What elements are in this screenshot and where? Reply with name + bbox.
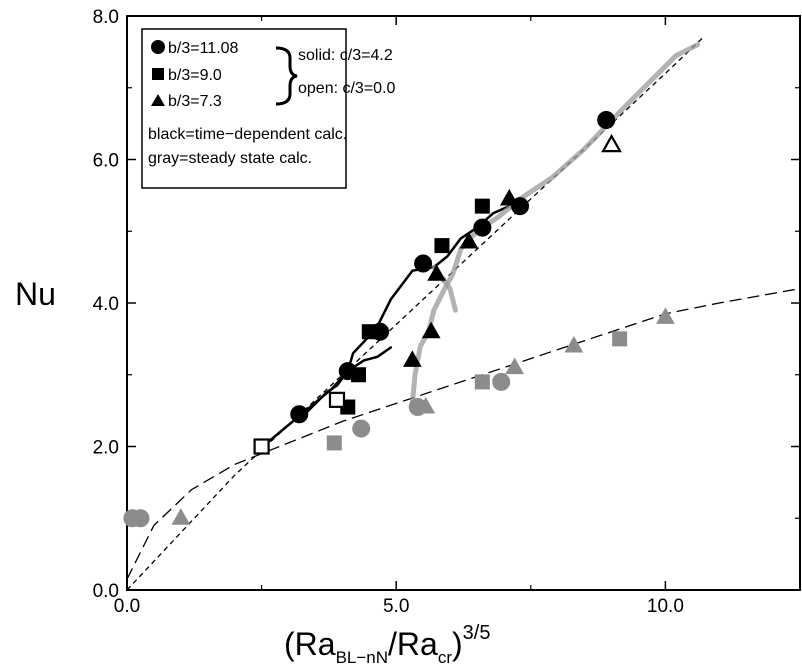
gray-solid-square-point xyxy=(612,331,628,347)
points-layer xyxy=(123,111,675,528)
black-solid-square-point xyxy=(361,324,377,340)
black-solid-triangle-point xyxy=(459,231,479,249)
x-tick-label: 5.0 xyxy=(383,596,409,617)
black-solid-triangle-point xyxy=(499,188,519,206)
legend-circle-label: b/3=11.08 xyxy=(168,40,239,57)
ticks-layer: 0.0 5.0 10.0 0.0 2.0 4.0 6.0 8.0 xyxy=(93,7,800,617)
gray-solid-circle-point xyxy=(352,419,371,438)
legend-square-marker xyxy=(152,68,164,80)
x-axis-title-sup: 3/5 xyxy=(463,622,491,644)
x-axis-title-sub2: cr xyxy=(438,648,453,667)
legend-box xyxy=(141,28,347,189)
legend: b/3=11.08 b/3=9.0 b/3=7.3 solid: c/3=4.2… xyxy=(141,28,396,189)
gray-solid-triangle-point xyxy=(416,397,436,414)
gray-solid-circle-point xyxy=(131,509,150,528)
y-axis-title: Nu xyxy=(15,276,56,312)
gray-solid-triangle-point xyxy=(656,307,675,324)
black-solid-square-point xyxy=(351,367,367,383)
y-tick-label: 4.0 xyxy=(93,294,119,315)
x-axis-title-mid: /Ra xyxy=(388,626,438,662)
gray-solid-triangle-point xyxy=(171,508,191,525)
legend-square-label: b/3=9.0 xyxy=(168,67,222,84)
black-solid-circle-point xyxy=(290,405,309,424)
gray-steady-state-trace xyxy=(409,42,701,406)
gray-solid-triangle-point xyxy=(564,336,584,353)
black-open-square-point xyxy=(328,391,346,408)
y-tick-label: 6.0 xyxy=(93,151,119,172)
x-axis-title: (RaBL−nN/Racr)3/5 xyxy=(284,622,490,667)
black-open-triangle-point xyxy=(601,133,622,153)
x-tick-label: 0.0 xyxy=(114,596,140,617)
long-dash-fit-curve xyxy=(127,287,800,580)
legend-triangle-label: b/3=7.3 xyxy=(168,93,222,110)
black-solid-circle-point xyxy=(414,254,433,273)
gray-solid-circle-point xyxy=(492,372,511,391)
black-solid-circle-point xyxy=(473,218,492,237)
black-open-square-point xyxy=(253,438,270,455)
gray-solid-square-point xyxy=(326,435,342,451)
y-tick-label: 2.0 xyxy=(93,438,119,459)
gray-solid-square-point xyxy=(474,374,490,390)
black-solid-triangle-point xyxy=(427,264,446,281)
x-tick-label: 10.0 xyxy=(647,596,684,617)
y-tick-label: 8.0 xyxy=(93,7,119,28)
legend-solid-note: solid: c/3=4.2 xyxy=(298,47,393,64)
black-solid-square-point xyxy=(434,238,450,254)
black-time-dependent-trace xyxy=(303,204,511,416)
black-solid-square-point xyxy=(474,198,490,214)
legend-circle-marker xyxy=(151,40,165,54)
legend-brace xyxy=(275,46,298,106)
x-axis-title-sub1: BL−nN xyxy=(336,648,388,667)
legend-triangle-marker xyxy=(151,94,165,106)
legend-black-note: black=time−dependent calc. xyxy=(148,126,347,143)
black-solid-triangle-point xyxy=(402,350,422,367)
black-solid-circle-point xyxy=(597,111,616,130)
x-axis-title-close: ) xyxy=(452,626,463,662)
gray-solid-triangle-point xyxy=(505,357,525,375)
legend-gray-note: gray=steady state calc. xyxy=(148,150,312,167)
black-solid-triangle-point xyxy=(421,321,441,339)
y-tick-label: 0.0 xyxy=(93,581,119,602)
x-axis-title-base: (Ra xyxy=(284,626,336,662)
legend-open-note: open: c/3=0.0 xyxy=(298,80,396,97)
